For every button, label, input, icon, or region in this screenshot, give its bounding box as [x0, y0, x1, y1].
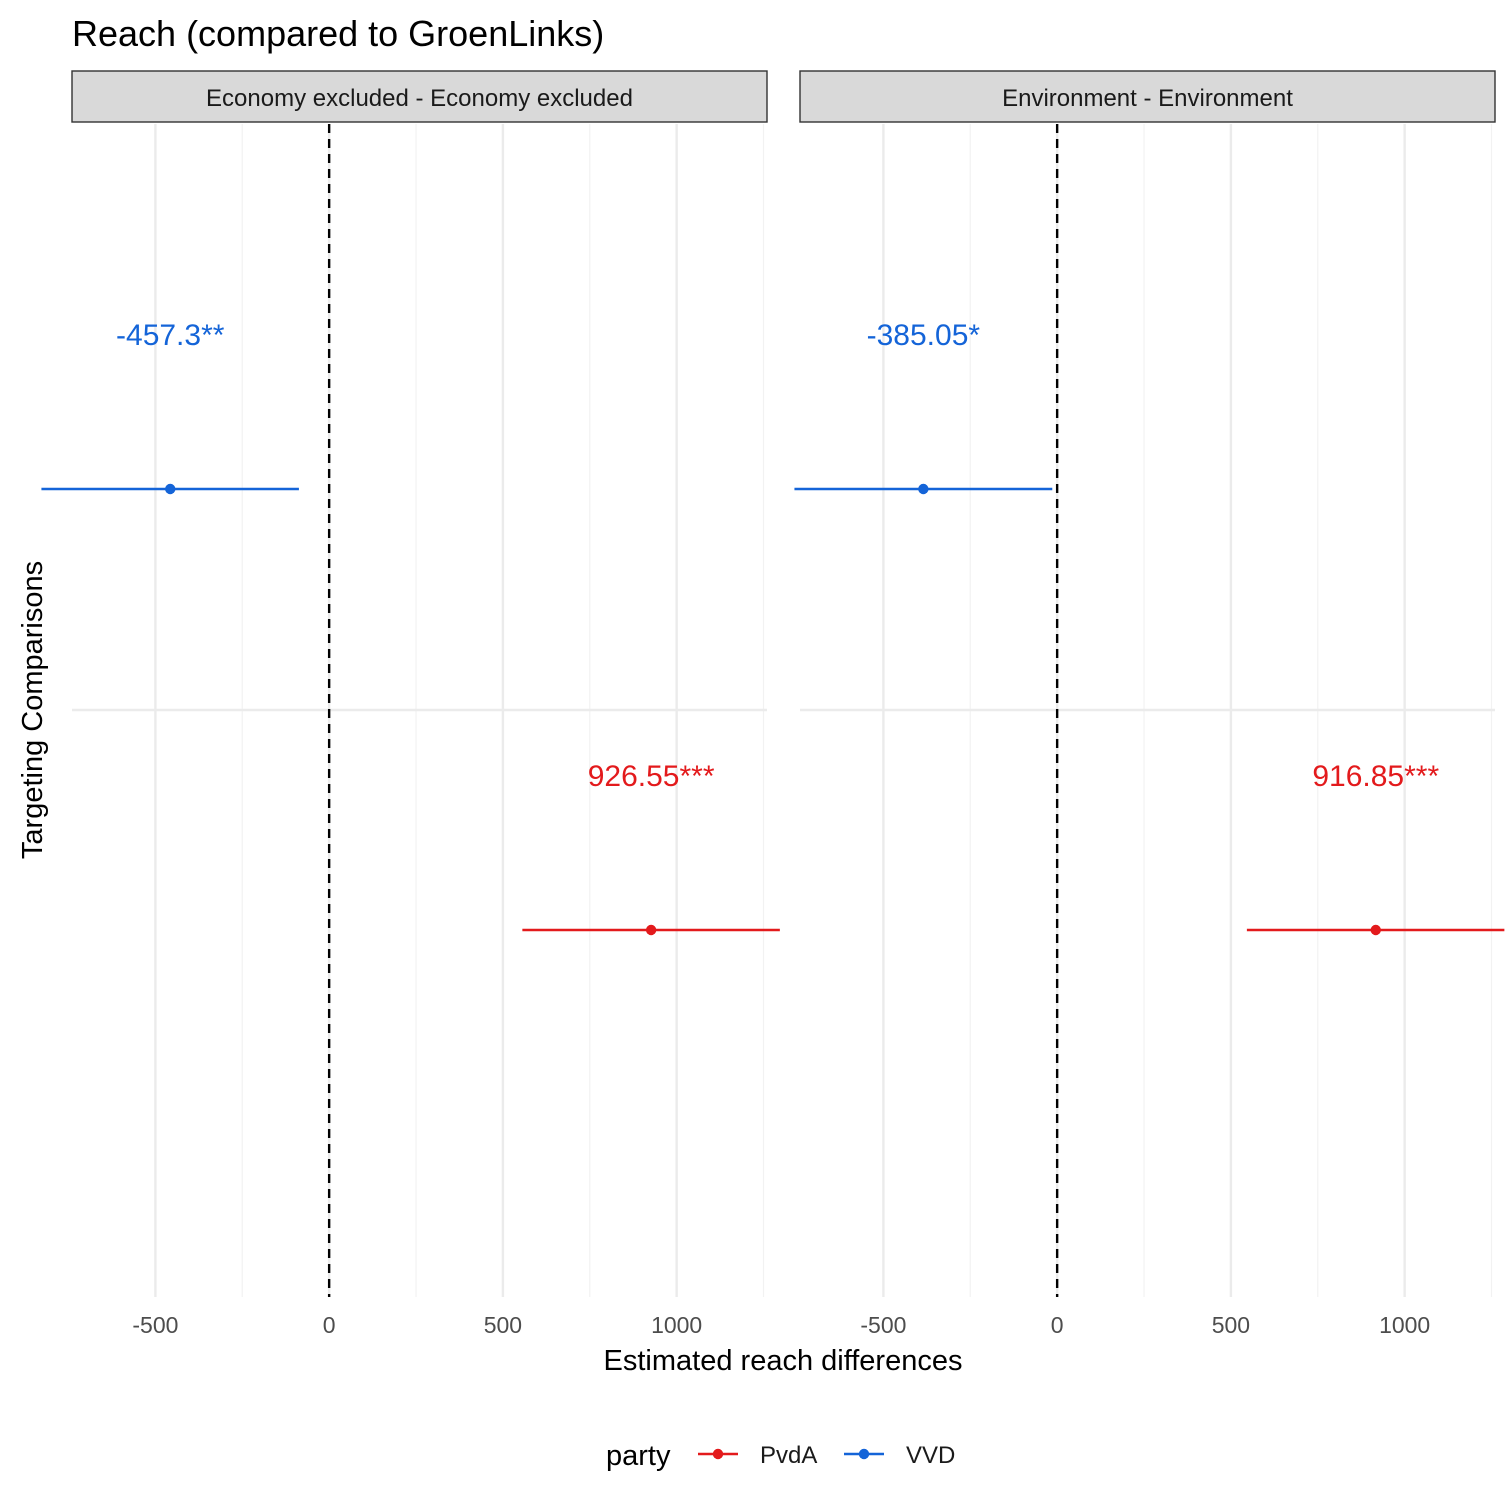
x-tick-label: 1000 [1379, 1312, 1430, 1338]
x-tick-label: 0 [323, 1312, 336, 1338]
x-tick-label: 1000 [651, 1312, 702, 1338]
facet-strip [71, 70, 768, 123]
data-label-vvd: -457.3** [116, 319, 225, 352]
legend: party PvdA VVD [606, 1440, 955, 1472]
facet-strip-label: Economy excluded - Economy excluded [206, 85, 633, 112]
x-tick-label: 500 [1212, 1312, 1250, 1338]
point-vvd [165, 483, 176, 495]
legend-title: party [606, 1440, 671, 1472]
legend-key-point [712, 1448, 724, 1460]
facet-strip [799, 70, 1496, 123]
facet-panels: Economy excluded - Economy excluded -457.… [41, 70, 1505, 1338]
legend-label-vvd: VVD [906, 1442, 955, 1469]
data-label-pvda: 916.85*** [1312, 760, 1439, 793]
point-vvd [918, 483, 929, 495]
facet-panel: Economy excluded - Economy excluded -457.… [41, 70, 780, 1338]
point-pvda [1370, 924, 1381, 936]
facet-strip-label: Environment - Environment [1002, 85, 1293, 112]
facet-panel: Environment - Environment -385.05* 916.85*… [794, 70, 1505, 1338]
legend-key-point [858, 1448, 870, 1460]
chart-title: Reach (compared to GroenLinks) [72, 13, 604, 54]
x-tick-label: 500 [484, 1312, 522, 1338]
point-pvda [645, 924, 657, 936]
x-tick-label: 0 [1051, 1312, 1064, 1338]
x-tick-label: -500 [132, 1312, 178, 1338]
y-axis-title: Targeting Comparisons [17, 561, 49, 859]
legend-label-pvda: PvdA [760, 1442, 817, 1469]
x-tick-label: -500 [860, 1312, 906, 1338]
x-axis-title: Estimated reach differences [604, 1345, 963, 1377]
data-label-pvda: 926.55*** [588, 760, 715, 793]
data-label-vvd: -385.05* [867, 319, 981, 352]
